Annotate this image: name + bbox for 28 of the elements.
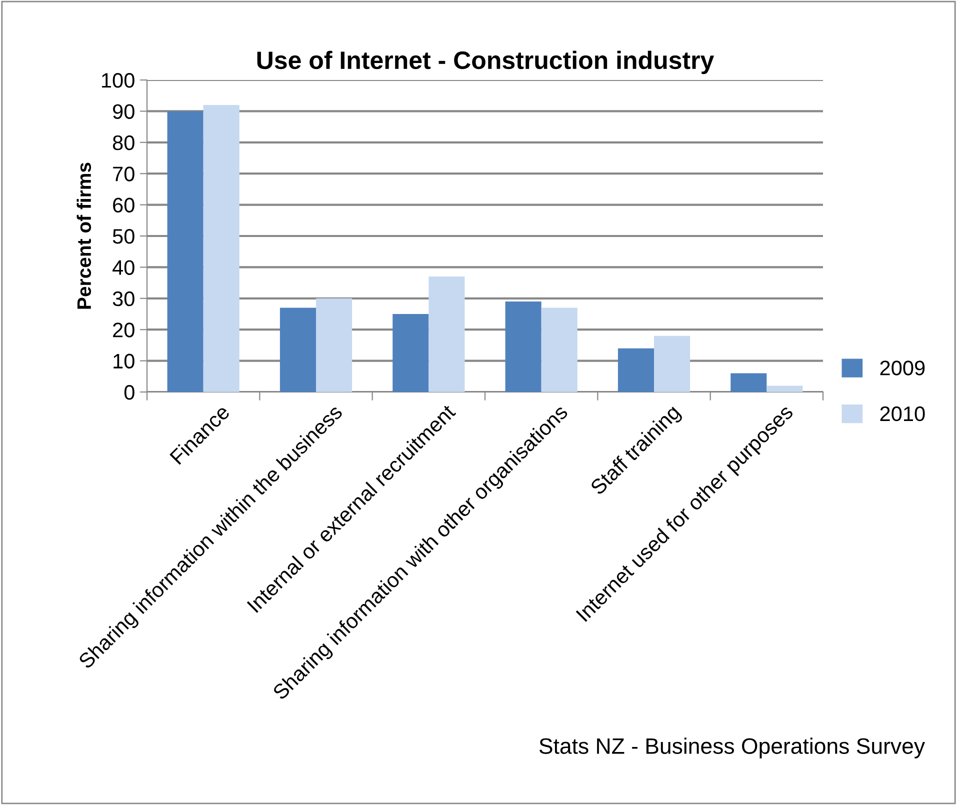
y-tick-label: 70 [113,166,134,182]
bar [766,386,803,392]
y-tick-label: 40 [112,260,134,275]
y-tick-label: 100 [102,73,134,88]
bar [203,104,240,392]
y-tick-label: 60 [113,198,134,213]
bar [167,111,204,392]
text: Stats NZ - Business Operations Survey [539,738,925,758]
y-tick-label: 90 [113,104,134,119]
y-tick-label: 0 [124,385,134,400]
bar [280,308,316,392]
y-axis-title: Percent of firms [76,162,92,309]
legend-label: 2010 [880,406,925,422]
bar [428,276,465,392]
bar [505,302,542,392]
bar [316,298,352,392]
bar [654,336,690,392]
y-tick-label: 50 [112,229,134,244]
bar [618,348,654,392]
y-tick-label: 30 [112,291,134,306]
legend-label: 2009 [880,360,925,376]
bar [392,314,429,392]
y-tick-label: 20 [113,322,134,338]
chart-title: Use of Internet - Construction industry [257,50,714,74]
y-tick-label: 80 [112,135,134,150]
bar [730,373,767,392]
bar [541,308,578,392]
y-tick-label: 10 [114,354,134,369]
